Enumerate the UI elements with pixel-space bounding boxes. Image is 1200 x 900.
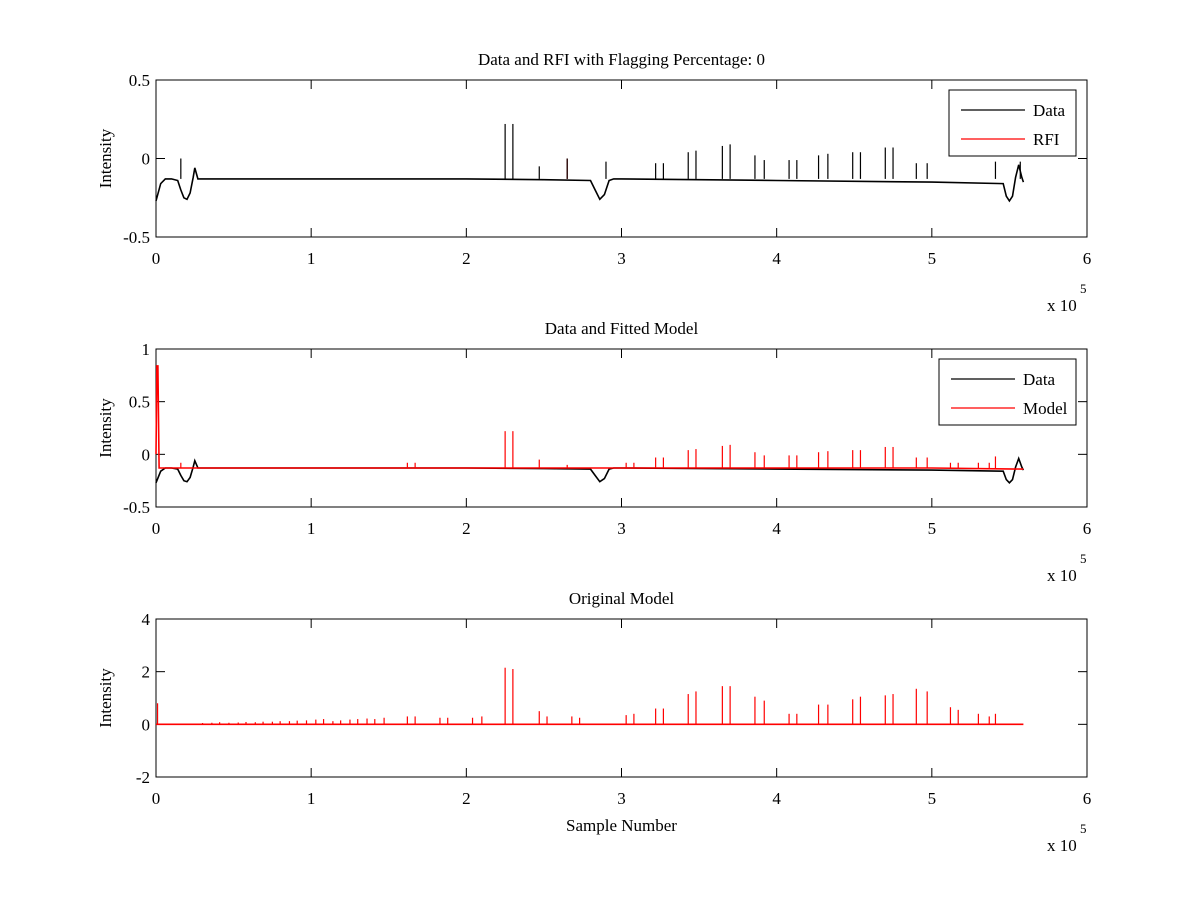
- x-tick-label: 2: [462, 249, 471, 268]
- legend: Data Model: [938, 358, 1077, 426]
- y-tick-label: 1: [142, 340, 151, 359]
- x-tick-label: 6: [1083, 519, 1092, 538]
- x-tick-label: 1: [307, 789, 316, 808]
- x-multiplier-base: x 10: [1047, 836, 1077, 855]
- x-multiplier-base: x 10: [1047, 296, 1077, 315]
- subplot-2: Data and Fitted Model Intensity 0 1 2 3 4 5 6 -0.…: [96, 319, 1091, 585]
- legend-label: Data: [1033, 101, 1066, 120]
- x-multiplier-exponent: 5: [1080, 281, 1087, 296]
- x-multiplier-base: x 10: [1047, 566, 1077, 585]
- x-tick-label: 5: [928, 519, 937, 538]
- y-axis-label: Intensity: [96, 668, 115, 728]
- series-line-data: [155, 164, 1025, 203]
- chart-title: Data and Fitted Model: [545, 319, 699, 338]
- x-multiplier-exponent: 5: [1080, 821, 1087, 836]
- x-tick-label: 3: [617, 249, 626, 268]
- x-axis-label: Sample Number: [566, 816, 677, 835]
- y-axis-label: Intensity: [96, 128, 115, 188]
- y-tick-label: 4: [142, 610, 151, 629]
- x-tick-label: 5: [928, 789, 937, 808]
- x-tick-label: 5: [928, 249, 937, 268]
- x-tick-label: 2: [462, 789, 471, 808]
- x-tick-label: 3: [617, 519, 626, 538]
- axes-frame: [155, 348, 1088, 508]
- x-tick-label: 0: [152, 249, 161, 268]
- x-tick-label: 0: [152, 519, 161, 538]
- y-tick-label: -0.5: [123, 498, 150, 517]
- series-line-data: [155, 456, 1025, 484]
- x-tick-label: 4: [772, 789, 781, 808]
- x-multiplier-exponent: 5: [1080, 551, 1087, 566]
- legend-box: [948, 89, 1077, 157]
- x-tick-label: 2: [462, 519, 471, 538]
- legend-label: Data: [1023, 370, 1056, 389]
- x-tick-label: 1: [307, 519, 316, 538]
- x-tick-label: 4: [772, 249, 781, 268]
- subplot-1: Data and RFI with Flagging Percentage: 0…: [96, 50, 1091, 315]
- y-tick-label: 0: [142, 715, 151, 734]
- legend-label: Model: [1023, 399, 1068, 418]
- subplot-3: Original Model Intensity Sample Number 0 1 2 3…: [96, 589, 1091, 855]
- y-axis-label: Intensity: [96, 398, 115, 458]
- x-tick-label: 6: [1083, 249, 1092, 268]
- legend: Data RFI: [948, 89, 1077, 157]
- axes-frame: [155, 618, 1088, 778]
- x-tick-label: 3: [617, 789, 626, 808]
- chart-title: Data and RFI with Flagging Percentage: 0: [478, 50, 765, 69]
- x-tick-label: 6: [1083, 789, 1092, 808]
- y-tick-label: 0.5: [129, 393, 150, 412]
- y-tick-label: 2: [142, 663, 151, 682]
- legend-box: [938, 358, 1077, 426]
- x-tick-label: 0: [152, 789, 161, 808]
- legend-label: RFI: [1033, 130, 1060, 149]
- axes-frame: [155, 79, 1088, 238]
- x-tick-label: 1: [307, 249, 316, 268]
- y-tick-label: -0.5: [123, 228, 150, 247]
- y-tick-label: 0: [142, 150, 151, 169]
- x-tick-label: 4: [772, 519, 781, 538]
- y-tick-label: 0.5: [129, 71, 150, 90]
- y-tick-label: -2: [136, 768, 150, 787]
- y-tick-label: 0: [142, 445, 151, 464]
- chart-title: Original Model: [569, 589, 675, 608]
